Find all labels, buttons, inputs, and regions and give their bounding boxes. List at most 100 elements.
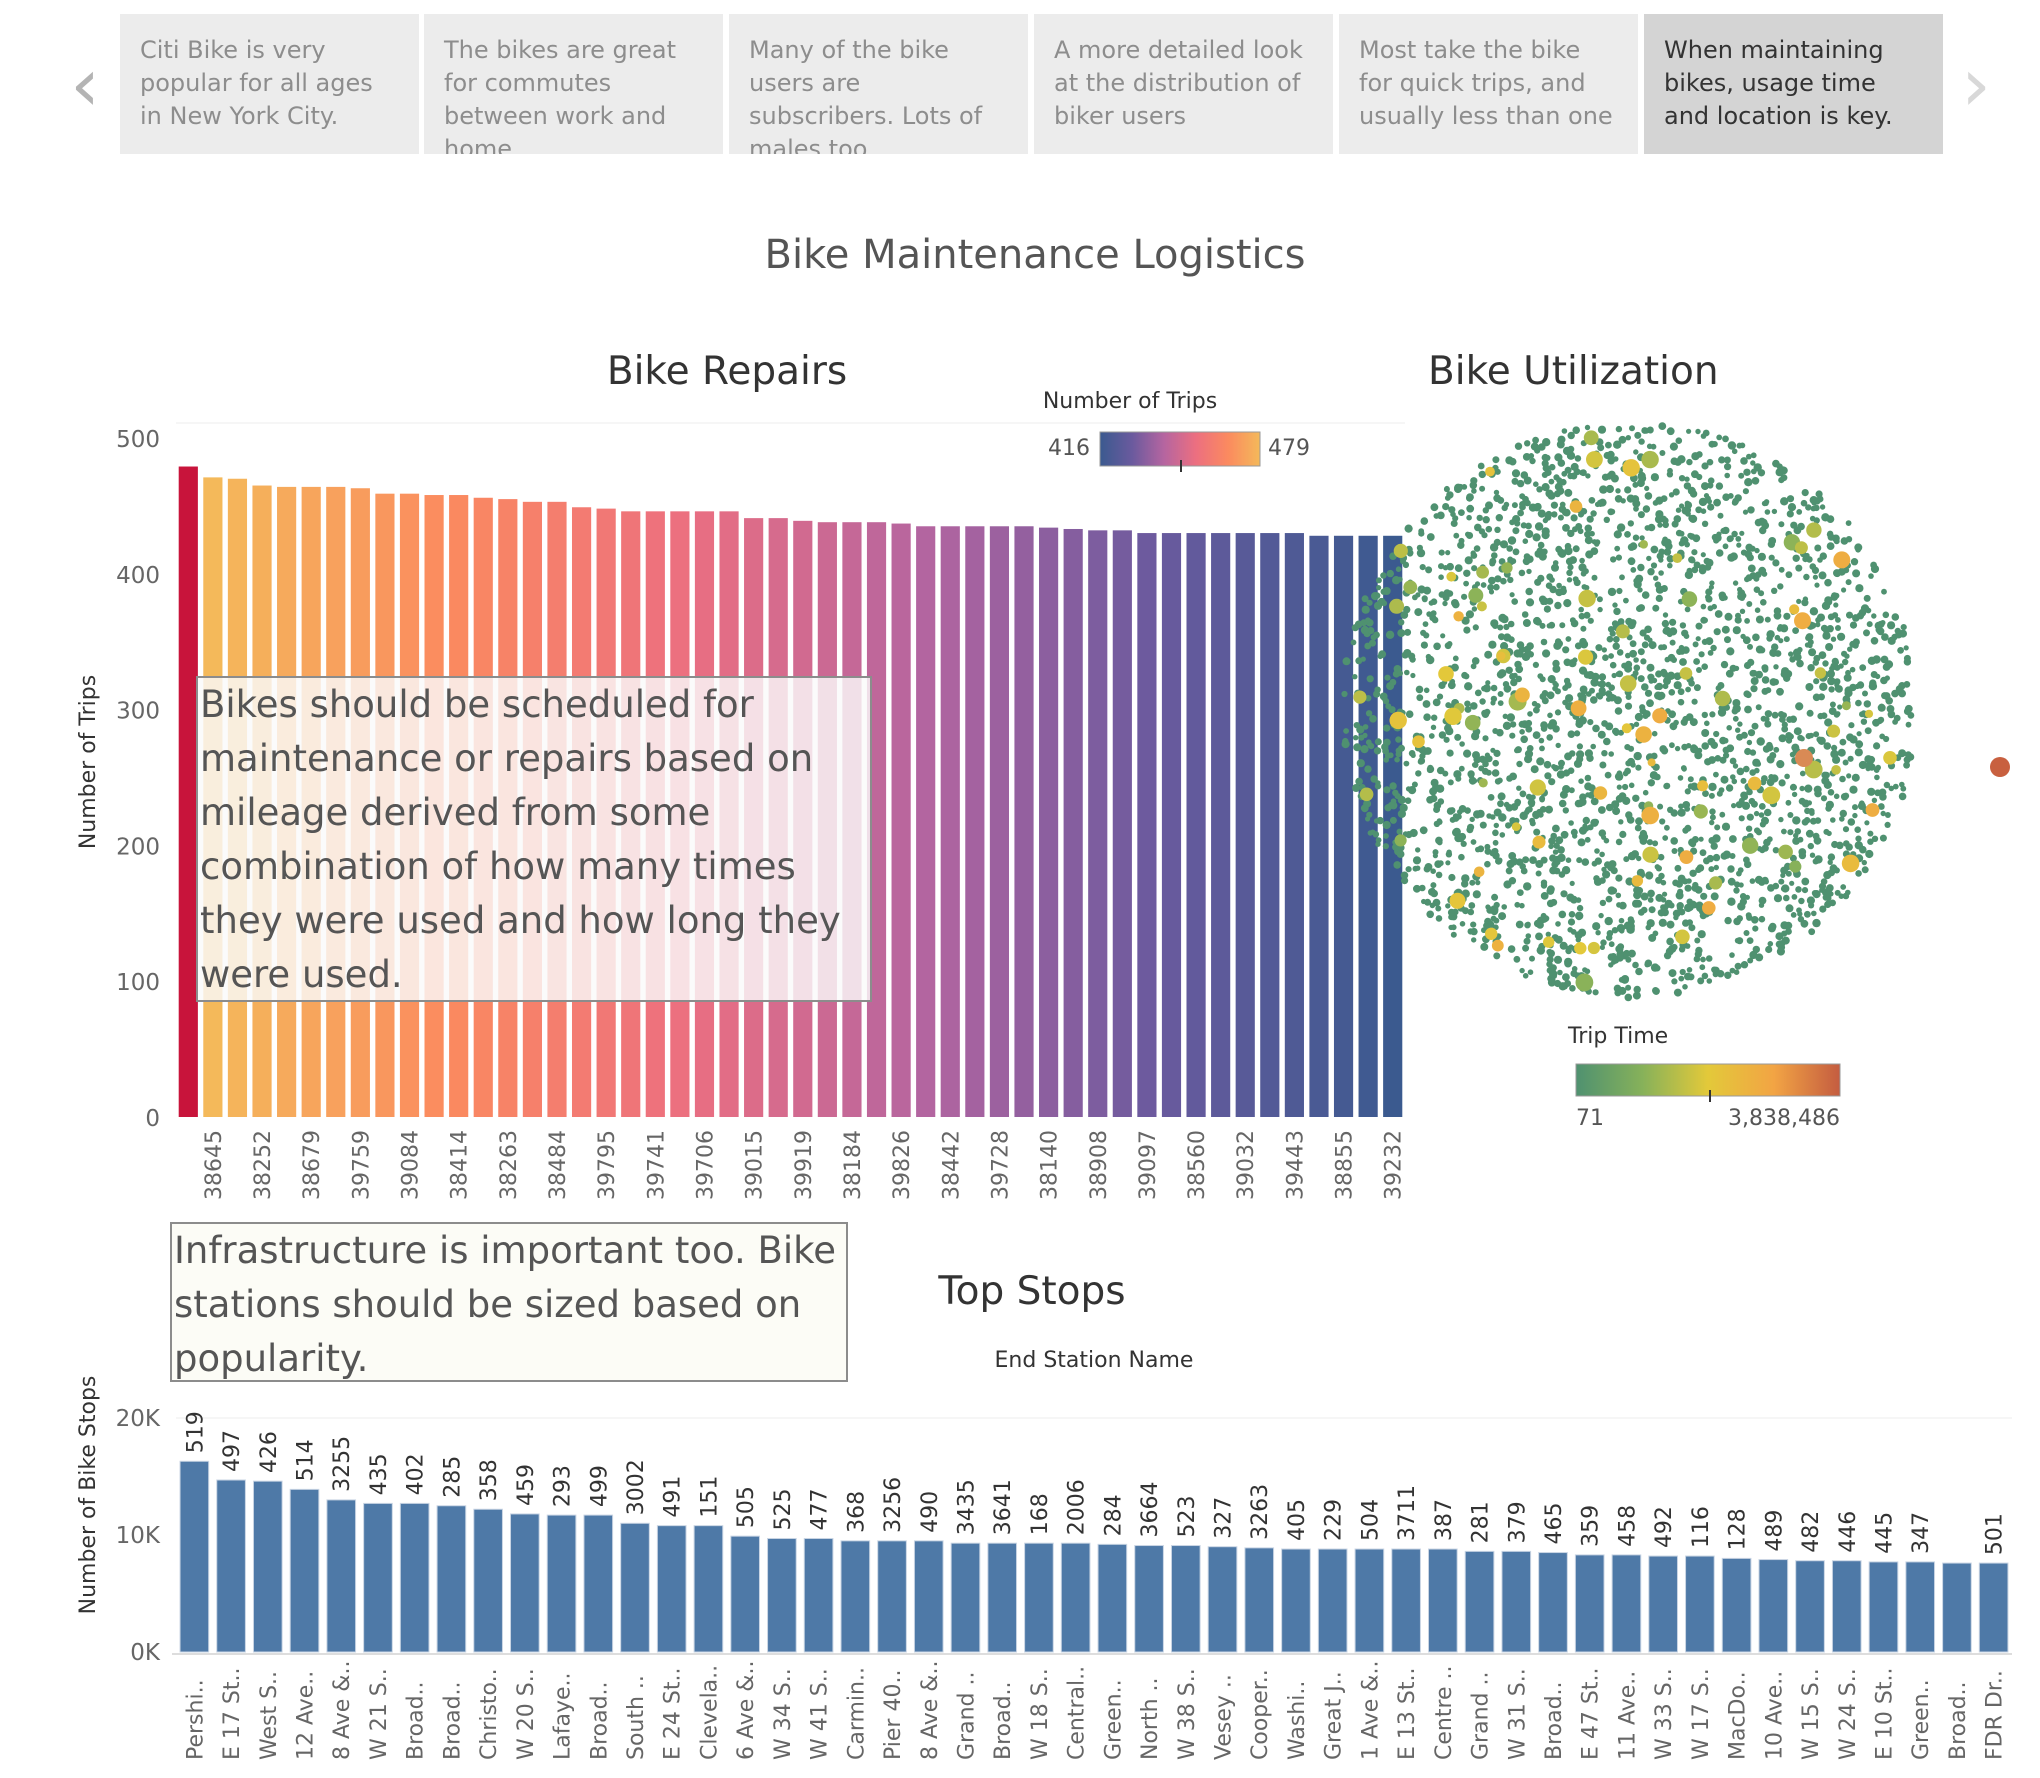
utilization-bubble — [1696, 864, 1705, 872]
utilization-bubble — [1686, 458, 1693, 466]
utilization-bubble — [1494, 778, 1502, 785]
story-point-5[interactable]: Most take the bike for quick trips, and … — [1339, 14, 1638, 154]
utilization-bubble — [1615, 944, 1624, 954]
utilization-bubble — [1501, 904, 1507, 910]
utilization-bubble — [1749, 950, 1758, 960]
story-point-1[interactable]: Citi Bike is very popular for all ages i… — [120, 14, 419, 154]
utilization-bubble — [1537, 811, 1544, 818]
utilization-bubble — [1529, 955, 1535, 962]
utilization-bubble — [1629, 425, 1635, 432]
utilization-bubble — [1635, 578, 1642, 585]
utilization-bubble — [1883, 735, 1890, 743]
utilization-bubble — [1488, 640, 1497, 649]
utilization-bubble — [1690, 782, 1699, 791]
utilization-bubble — [1627, 520, 1635, 527]
utilization-bubble — [1791, 791, 1798, 798]
utilization-bubble — [1709, 580, 1715, 586]
utilization-bubble — [1668, 689, 1676, 696]
story-point-6-active[interactable]: When maintaining bikes, usage time and l… — [1644, 14, 1943, 154]
utilization-bubble — [1887, 636, 1896, 645]
utilization-bubble-highlight — [1444, 707, 1462, 725]
top-stops-data-label: 359 — [1579, 1505, 1604, 1547]
utilization-bubble — [1620, 793, 1627, 799]
utilization-bubble — [1786, 510, 1794, 518]
utilization-bubble-highlight — [1789, 860, 1802, 873]
utilization-bubble — [1797, 522, 1805, 531]
utilization-bubble — [1597, 730, 1606, 739]
utilization-bubble — [1481, 709, 1488, 717]
utilization-bubble — [1608, 941, 1615, 948]
utilization-bubble — [1707, 477, 1715, 485]
utilization-bubble — [1512, 527, 1520, 535]
top-stops-bar — [1024, 1542, 1054, 1653]
utilization-bubble — [1362, 724, 1369, 730]
top-stops-bar — [546, 1514, 577, 1653]
utilization-bubble — [1798, 848, 1807, 856]
utilization-bubble-highlight — [1762, 786, 1781, 805]
top-stops-x-tick-label: Broad.. — [440, 1681, 465, 1760]
utilization-bubble — [1639, 629, 1647, 637]
utilization-bubble — [1574, 642, 1582, 650]
utilization-bubble — [1684, 884, 1692, 892]
utilization-bubble — [1655, 670, 1663, 678]
utilization-bubble — [1815, 622, 1821, 628]
utilization-bubble — [1579, 637, 1587, 646]
utilization-bubble — [1663, 548, 1672, 556]
utilization-bubble-highlight — [1681, 591, 1698, 607]
utilization-bubble — [1619, 574, 1625, 581]
story-point-3[interactable]: Many of the bike users are subscribers. … — [729, 14, 1028, 154]
utilization-bubble-highlight — [1702, 901, 1716, 915]
utilization-bubble — [1370, 829, 1376, 835]
utilization-bubble — [1542, 438, 1551, 447]
previous-story-point-arrow-icon[interactable]: ‹ — [70, 42, 100, 128]
utilization-bubble — [1784, 773, 1790, 780]
utilization-bubble — [1625, 760, 1632, 767]
story-point-2[interactable]: The bikes are great for commutes between… — [424, 14, 723, 154]
utilization-bubble — [1597, 425, 1607, 434]
utilization-bubble — [1777, 583, 1784, 590]
top-stops-x-tick-label: W 24 S.. — [1836, 1668, 1861, 1760]
utilization-bubble — [1855, 835, 1862, 842]
utilization-bubble — [1448, 873, 1456, 882]
utilization-bubble — [1834, 682, 1840, 688]
utilization-bubble — [1469, 816, 1475, 823]
utilization-bubble — [1810, 817, 1817, 825]
utilization-bubble — [1534, 618, 1542, 626]
utilization-bubble — [1522, 944, 1530, 952]
story-point-4[interactable]: A more detailed look at the distribution… — [1034, 14, 1333, 154]
utilization-bubble — [1404, 669, 1410, 676]
utilization-bubble — [1753, 810, 1760, 817]
top-stops-x-tick-label: Broad.. — [1542, 1681, 1567, 1760]
utilization-bubble — [1589, 530, 1595, 537]
utilization-bubble-highlight — [1353, 690, 1367, 704]
utilization-bubble — [1673, 515, 1682, 523]
utilization-bubble — [1812, 832, 1820, 840]
utilization-bubble — [1720, 660, 1729, 669]
utilization-bubble — [1840, 884, 1847, 890]
utilization-bubble — [1502, 681, 1510, 688]
utilization-bubble — [1660, 897, 1667, 903]
next-story-point-arrow-icon[interactable]: › — [1961, 42, 1991, 128]
utilization-bubble — [1839, 809, 1848, 818]
top-stops-bar — [326, 1499, 357, 1653]
utilization-bubble — [1796, 659, 1804, 668]
utilization-bubble — [1688, 838, 1697, 847]
utilization-bubble — [1809, 496, 1818, 505]
utilization-bubble — [1393, 861, 1401, 869]
utilization-bubble — [1615, 488, 1621, 494]
utilization-bubble — [1818, 651, 1827, 659]
utilization-bubble — [1564, 488, 1573, 497]
utilization-bubble-highlight — [1831, 765, 1841, 775]
utilization-bubble — [1701, 482, 1709, 491]
utilization-bubble — [1480, 582, 1487, 588]
utilization-bubble — [1615, 874, 1623, 882]
utilization-bubble — [1505, 867, 1513, 875]
top-stops-x-tick-label: Centre .. — [1432, 1665, 1457, 1760]
utilization-bubble — [1596, 693, 1604, 700]
utilization-bubble — [1540, 879, 1548, 886]
utilization-bubble — [1774, 650, 1782, 657]
utilization-bubble — [1509, 673, 1516, 680]
top-stops-data-label: 489 — [1762, 1510, 1787, 1552]
utilization-bubble — [1842, 759, 1849, 766]
utilization-bubble — [1562, 769, 1571, 777]
